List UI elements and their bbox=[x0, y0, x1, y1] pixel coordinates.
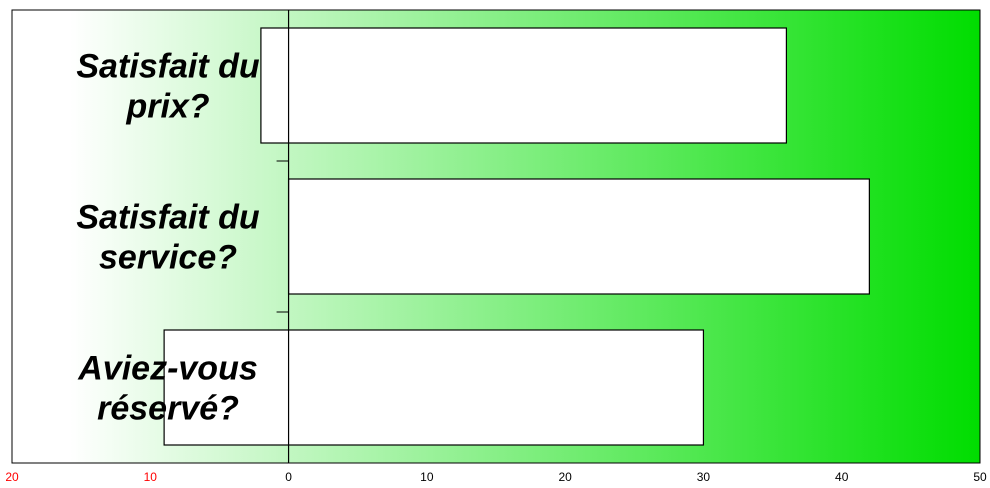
bar-1 bbox=[261, 28, 786, 143]
x-tick-label-8: 50 bbox=[973, 470, 987, 484]
x-tick-label-4: 10 bbox=[420, 470, 434, 484]
category-label-3-line-1: Aviez-vous bbox=[77, 350, 258, 388]
category-label-1-line-2: prix? bbox=[125, 88, 209, 126]
category-label-1-line-1: Satisfait du bbox=[76, 48, 259, 86]
x-tick-label-3: 0 bbox=[285, 470, 292, 484]
category-label-3-line-2: réservé? bbox=[97, 390, 239, 428]
x-tick-labels-layer: 20 10 0 10 20 30 40 50 bbox=[5, 470, 987, 484]
x-tick-label-5: 20 bbox=[558, 470, 572, 484]
bar-2 bbox=[289, 179, 870, 294]
bar-3 bbox=[164, 330, 703, 445]
x-tick-label-1: 20 bbox=[5, 470, 19, 484]
x-tick-label-2: 10 bbox=[144, 470, 158, 484]
category-label-2-line-2: service? bbox=[99, 239, 237, 277]
category-label-2-line-1: Satisfait du bbox=[76, 199, 259, 237]
x-tick-label-6: 30 bbox=[697, 470, 711, 484]
x-tick-label-7: 40 bbox=[835, 470, 849, 484]
